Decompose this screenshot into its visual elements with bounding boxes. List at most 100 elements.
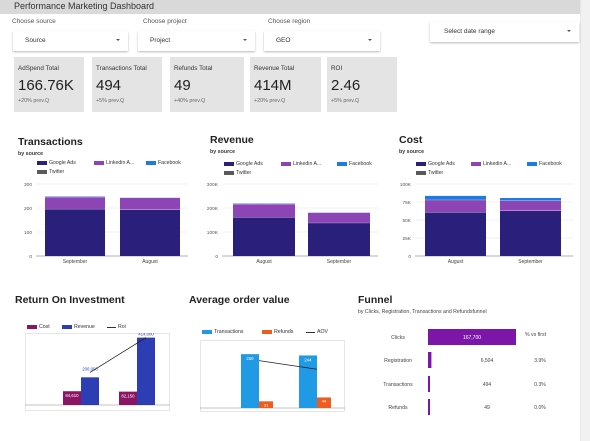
project-select-value: Project: [150, 37, 171, 44]
chart-title: Funnel: [358, 294, 393, 306]
chart-title: Transactions: [18, 136, 83, 148]
legend-label: AOV: [317, 329, 328, 335]
bar-segment: [45, 196, 105, 209]
kpi-label: ROI: [331, 65, 343, 72]
x-tick-label: September: [327, 259, 352, 265]
kpi-value: 494: [96, 77, 122, 94]
legend-item: Facebook: [337, 161, 372, 167]
region-filter-label: Choose region: [268, 18, 311, 25]
x-tick-label: September: [63, 259, 88, 265]
funnel-value: 494: [483, 382, 492, 388]
data-label: 84,610: [65, 393, 79, 398]
funnel-pct: 0.0%: [534, 405, 546, 411]
funnel-bar: [428, 329, 516, 345]
kpi-change: +5% prev.Q: [331, 98, 360, 104]
legend-label: Twitter: [236, 170, 252, 176]
bar-segment: [45, 208, 105, 256]
revenue-bar: [81, 377, 99, 405]
revenue-bar: [137, 337, 155, 405]
data-label: 200,000: [82, 366, 98, 371]
legend-label: Google Ads: [428, 161, 455, 167]
date-range-value: Select date range: [444, 28, 495, 35]
chevron-down-icon: [116, 39, 120, 41]
chevron-down-icon: [243, 39, 247, 41]
funnel-bar: [428, 376, 430, 392]
chart-title: Return On Investment: [15, 294, 125, 306]
chart-subtitle: by source: [18, 151, 44, 157]
chart-title: Revenue: [210, 134, 254, 146]
legend-label: Revenue: [74, 324, 95, 330]
legend-swatch: [37, 170, 47, 174]
chart-subtitle: by source: [399, 149, 425, 155]
legend-swatch: [337, 162, 347, 166]
bar-segment: [233, 203, 295, 204]
bar-segment: [233, 217, 295, 256]
legend-item: Google Ads: [416, 161, 455, 167]
transactions-chart: 300 200 100 0 September August: [24, 182, 188, 265]
bar-segment: [120, 209, 180, 256]
bar-segment: [425, 212, 486, 256]
region-select[interactable]: GEO: [264, 31, 380, 51]
bar-segment: [120, 197, 180, 210]
source-filter-label: Choose source: [12, 18, 56, 25]
funnel-bar: [428, 399, 430, 415]
y-tick-label: 200K: [207, 206, 219, 212]
transactions-bar: [299, 355, 317, 408]
legend-swatch: [416, 171, 426, 175]
legend-label: Facebook: [349, 161, 372, 167]
funnel-bar: [428, 352, 432, 368]
y-tick-label: 200: [24, 206, 32, 212]
vertical-scrollbar[interactable]: [580, 0, 590, 441]
legend-swatch: [416, 162, 426, 166]
kpi-value: 166.76K: [18, 77, 74, 94]
source-select[interactable]: Source: [13, 31, 128, 51]
legend-swatch: [62, 325, 72, 329]
kpi-card-refunds: Refunds Total 49 +40% prev.Q: [170, 57, 244, 112]
kpi-card-roi: ROI 2.46 +5% prev.Q: [327, 57, 397, 112]
cost-bar: [63, 391, 81, 405]
chart-subtitle: by Clicks, Registration, Transactions an…: [358, 309, 487, 315]
refunds-bar: [259, 401, 273, 408]
y-tick-label: 100K: [207, 230, 219, 236]
legend-label: Transactions: [214, 329, 244, 335]
transactions-bar: [241, 354, 259, 408]
legend-swatch: [94, 161, 104, 165]
refunds-bar: [317, 397, 331, 408]
funnel-stage-label: Transactions: [383, 382, 413, 388]
cost-chart: 100K 75K 50K 25K 0 August September: [400, 182, 573, 265]
region-select-value: GEO: [276, 37, 291, 44]
x-tick-label: August: [142, 259, 158, 265]
legend-swatch: [281, 162, 291, 166]
legend-label: Google Ads: [49, 160, 76, 166]
x-tick-label: August: [448, 259, 464, 265]
legend-label: Cost: [39, 324, 50, 330]
legend-swatch: [37, 161, 47, 165]
kpi-card-revenue: Revenue Total 414M +20% prev.Q: [250, 57, 321, 112]
legend-item: Refunds: [262, 329, 293, 335]
legend-item: Roi: [107, 324, 126, 330]
project-select[interactable]: Project: [138, 31, 255, 51]
kpi-label: Revenue Total: [254, 65, 295, 72]
funnel-pct: 3.9%: [534, 358, 546, 364]
funnel-stage-label: Refunds: [388, 405, 408, 411]
cost-bar: [119, 391, 137, 405]
kpi-change: +40% prev.Q: [174, 98, 206, 104]
kpi-value: 414M: [254, 77, 292, 94]
data-label: 244: [304, 357, 312, 362]
y-tick-label: 50K: [402, 218, 411, 224]
bar-segment: [308, 222, 370, 256]
bar-segment: [500, 197, 561, 201]
data-label: 414,000: [138, 333, 154, 337]
funnel-stage-label: Registration: [384, 358, 412, 364]
date-range-picker[interactable]: Select date range: [430, 22, 579, 42]
data-label: 49: [322, 398, 327, 403]
revenue-chart: 300K 200K 100K 0 August September: [207, 182, 378, 265]
chart-subtitle: by source: [210, 149, 236, 155]
funnel-header: % vs first: [525, 332, 547, 338]
project-filter-label: Choose project: [143, 18, 187, 25]
legend-label: Google Ads: [236, 161, 263, 167]
y-tick-label: 75K: [402, 200, 411, 206]
legend-item: Revenue: [62, 324, 95, 330]
bar-segment: [425, 195, 486, 200]
kpi-change: +20% prev.Q: [18, 98, 50, 104]
